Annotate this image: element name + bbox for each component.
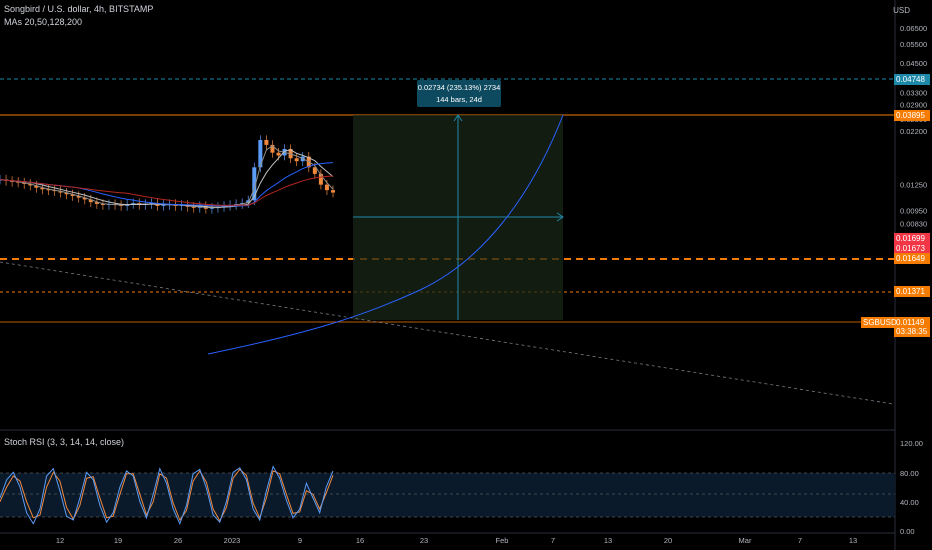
price-tick-0: 0.06500 — [900, 24, 927, 33]
stoch-tick-3: 0.00 — [900, 527, 915, 536]
candle — [318, 173, 323, 185]
time-tick-6: 23 — [420, 536, 428, 545]
ma-50 — [0, 149, 334, 208]
time-tick-10: 20 — [664, 536, 672, 545]
candle — [82, 197, 87, 200]
price-tag-6: 0.01149 — [894, 317, 930, 328]
time-tick-8: 7 — [551, 536, 555, 545]
price-tag-3: 0.01673 — [894, 243, 930, 254]
price-tick-8: 0.00950 — [900, 207, 927, 216]
measure-tooltip: 0.02734 (235.13%) 2734 144 bars, 24d — [417, 80, 501, 107]
candle — [76, 195, 81, 198]
candle — [324, 184, 329, 191]
measure-bars: 144 bars, 24d — [436, 95, 482, 104]
price-tick-6: 0.02200 — [900, 127, 927, 136]
price-tick-1: 0.05500 — [900, 40, 927, 49]
stoch-tick-2: 40.00 — [900, 498, 919, 507]
candle — [191, 206, 196, 208]
measure-arrow-right — [556, 212, 564, 222]
candle — [331, 190, 335, 193]
candle — [258, 140, 263, 168]
price-tag-0: 0.04748 — [894, 74, 930, 85]
time-tick-0: 12 — [56, 536, 64, 545]
price-tick-9: 0.00830 — [900, 220, 927, 229]
time-tick-5: 16 — [356, 536, 364, 545]
ma-200 — [0, 175, 334, 206]
candle — [34, 185, 39, 188]
stoch-tick-0: 120.00 — [900, 439, 923, 448]
candle — [52, 190, 57, 192]
candle — [94, 202, 99, 204]
time-tick-13: 13 — [849, 536, 857, 545]
price-tag-2: 0.01699 — [894, 233, 930, 244]
candle — [179, 204, 184, 206]
price-tick-2: 0.04500 — [900, 59, 927, 68]
stoch-tick-1: 80.00 — [900, 469, 919, 478]
ma-indicator-label[interactable]: MAs 20,50,128,200 — [4, 17, 83, 27]
price-tag-7: 03:38:35 — [894, 326, 930, 337]
candle — [252, 167, 257, 201]
candle — [64, 192, 69, 195]
candle — [161, 204, 166, 206]
price-tag-5: 0.01371 — [894, 286, 930, 297]
candle — [70, 194, 75, 196]
price-tag-1: 0.03895 — [894, 110, 930, 121]
candle — [264, 140, 269, 145]
symbol-title[interactable]: Songbird / U.S. dollar, 4h, BITSTAMP — [4, 4, 154, 14]
measure-change: 0.02734 (235.13%) 2734 — [417, 83, 501, 92]
candle — [119, 204, 124, 206]
time-tick-7: Feb — [496, 536, 509, 545]
candle — [131, 203, 136, 205]
trendline-descending — [0, 261, 894, 405]
time-tick-11: Mar — [739, 536, 752, 545]
candle — [276, 152, 281, 156]
price-tick-7: 0.01250 — [900, 181, 927, 190]
candle — [312, 167, 317, 174]
stoch-title[interactable]: Stoch RSI (3, 3, 14, 14, close) — [4, 437, 125, 447]
candle — [88, 199, 93, 203]
candle — [58, 190, 63, 193]
time-tick-3: 2023 — [224, 536, 241, 545]
time-tick-2: 26 — [174, 536, 182, 545]
stoch-k — [0, 465, 334, 526]
parabolic-curve — [207, 114, 564, 355]
measure-arrow-up — [453, 114, 463, 122]
time-tick-9: 13 — [604, 536, 612, 545]
candle — [40, 187, 45, 190]
time-tick-4: 9 — [298, 536, 302, 545]
price-tick-4: 0.02900 — [900, 101, 927, 110]
price-tag-4: 0.01649 — [894, 253, 930, 264]
candle — [46, 189, 51, 191]
candle — [209, 207, 214, 209]
candle — [100, 203, 105, 205]
candle — [270, 144, 275, 153]
currency-label: USD — [893, 6, 910, 15]
time-tick-1: 19 — [114, 536, 122, 545]
candle — [28, 183, 33, 186]
time-tick-12: 7 — [798, 536, 802, 545]
price-tick-3: 0.03300 — [900, 88, 927, 97]
symbol-tag: SGBUSD — [861, 317, 897, 328]
candle — [10, 180, 15, 182]
candle — [294, 158, 299, 162]
